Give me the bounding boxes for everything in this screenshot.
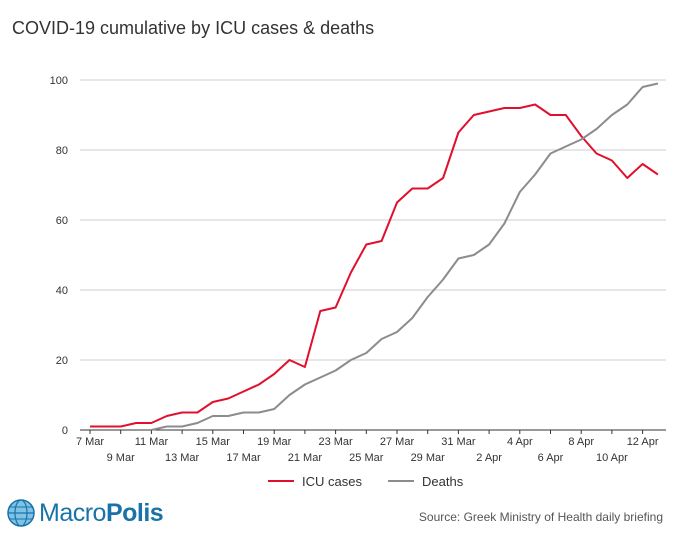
- x-tick-label: 21 Mar: [288, 452, 323, 464]
- x-tick-label: 11 Mar: [135, 436, 169, 448]
- macropolis-logo: MacroPolis: [6, 498, 164, 528]
- x-tick-label: 10 Apr: [596, 452, 628, 464]
- series-line-deaths: [151, 82, 659, 431]
- x-tick-label: 27 Mar: [380, 436, 415, 448]
- x-tick-label: 9 Mar: [107, 452, 135, 464]
- chart-title: COVID-19 cumulative by ICU cases & death…: [12, 18, 375, 38]
- logo-text: MacroPolis: [39, 498, 164, 527]
- x-tick-label: 19 Mar: [257, 436, 292, 448]
- x-tick-label: 15 Mar: [196, 436, 231, 448]
- series-line-icu-cases: [90, 103, 659, 428]
- globe-icon: [7, 499, 35, 527]
- series-lines: [90, 82, 659, 431]
- legend: ICU cases Deaths: [268, 474, 464, 489]
- x-tick-label: 17 Mar: [226, 452, 261, 464]
- x-tick-label: 8 Apr: [568, 436, 594, 448]
- y-tick-label: 100: [50, 75, 68, 87]
- y-axis: 0 20 40 60 80 100: [50, 75, 68, 437]
- y-tick-label: 60: [56, 215, 68, 227]
- y-tick-label: 40: [56, 285, 68, 297]
- x-tick-label: 7 Mar: [76, 436, 104, 448]
- legend-label: ICU cases: [302, 474, 362, 489]
- grid-lines: [80, 79, 666, 361]
- x-tick-label: 31 Mar: [441, 436, 476, 448]
- x-tick-label: 6 Apr: [538, 452, 564, 464]
- x-tick-label: 13 Mar: [165, 452, 200, 464]
- x-tick-label: 25 Mar: [349, 452, 384, 464]
- y-tick-label: 0: [62, 425, 68, 437]
- y-tick-label: 20: [56, 355, 68, 367]
- x-tick-label: 23 Mar: [318, 436, 353, 448]
- x-tick-label: 2 Apr: [476, 452, 502, 464]
- legend-label: Deaths: [422, 474, 464, 489]
- source-note: Source: Greek Ministry of Health daily b…: [418, 510, 663, 524]
- y-tick-label: 80: [56, 145, 68, 157]
- x-tick-label: 29 Mar: [411, 452, 446, 464]
- x-tick-label: 12 Apr: [627, 436, 659, 448]
- x-tick-label: 4 Apr: [507, 436, 533, 448]
